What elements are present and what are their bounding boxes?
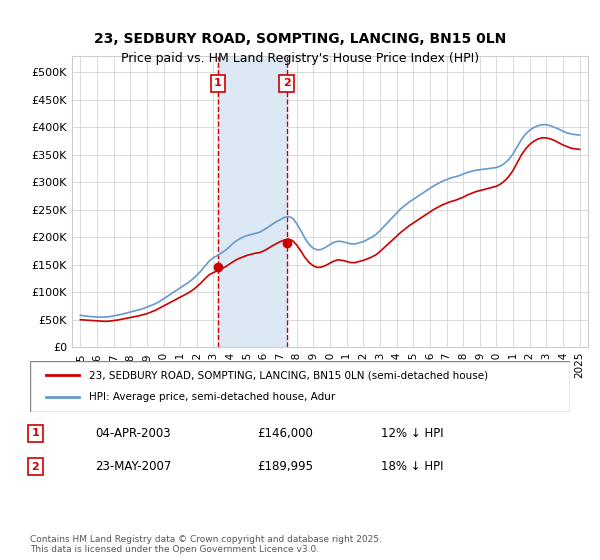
Text: 2: 2 xyxy=(32,462,39,472)
Text: 12% ↓ HPI: 12% ↓ HPI xyxy=(381,427,443,440)
Bar xyxy=(218,56,287,347)
Text: Contains HM Land Registry data © Crown copyright and database right 2025.
This d: Contains HM Land Registry data © Crown c… xyxy=(30,535,382,554)
Text: 23, SEDBURY ROAD, SOMPTING, LANCING, BN15 0LN (semi-detached house): 23, SEDBURY ROAD, SOMPTING, LANCING, BN1… xyxy=(89,370,488,380)
Text: £189,995: £189,995 xyxy=(257,460,313,473)
Text: HPI: Average price, semi-detached house, Adur: HPI: Average price, semi-detached house,… xyxy=(89,393,335,403)
FancyBboxPatch shape xyxy=(30,361,570,412)
Text: Price paid vs. HM Land Registry's House Price Index (HPI): Price paid vs. HM Land Registry's House … xyxy=(121,52,479,66)
Text: £146,000: £146,000 xyxy=(257,427,313,440)
Text: 04-APR-2003: 04-APR-2003 xyxy=(95,427,170,440)
Text: 18% ↓ HPI: 18% ↓ HPI xyxy=(381,460,443,473)
Text: 1: 1 xyxy=(32,428,39,438)
Text: 23, SEDBURY ROAD, SOMPTING, LANCING, BN15 0LN: 23, SEDBURY ROAD, SOMPTING, LANCING, BN1… xyxy=(94,32,506,46)
Text: 23-MAY-2007: 23-MAY-2007 xyxy=(95,460,171,473)
Text: 2: 2 xyxy=(283,78,290,88)
Text: 1: 1 xyxy=(214,78,221,88)
